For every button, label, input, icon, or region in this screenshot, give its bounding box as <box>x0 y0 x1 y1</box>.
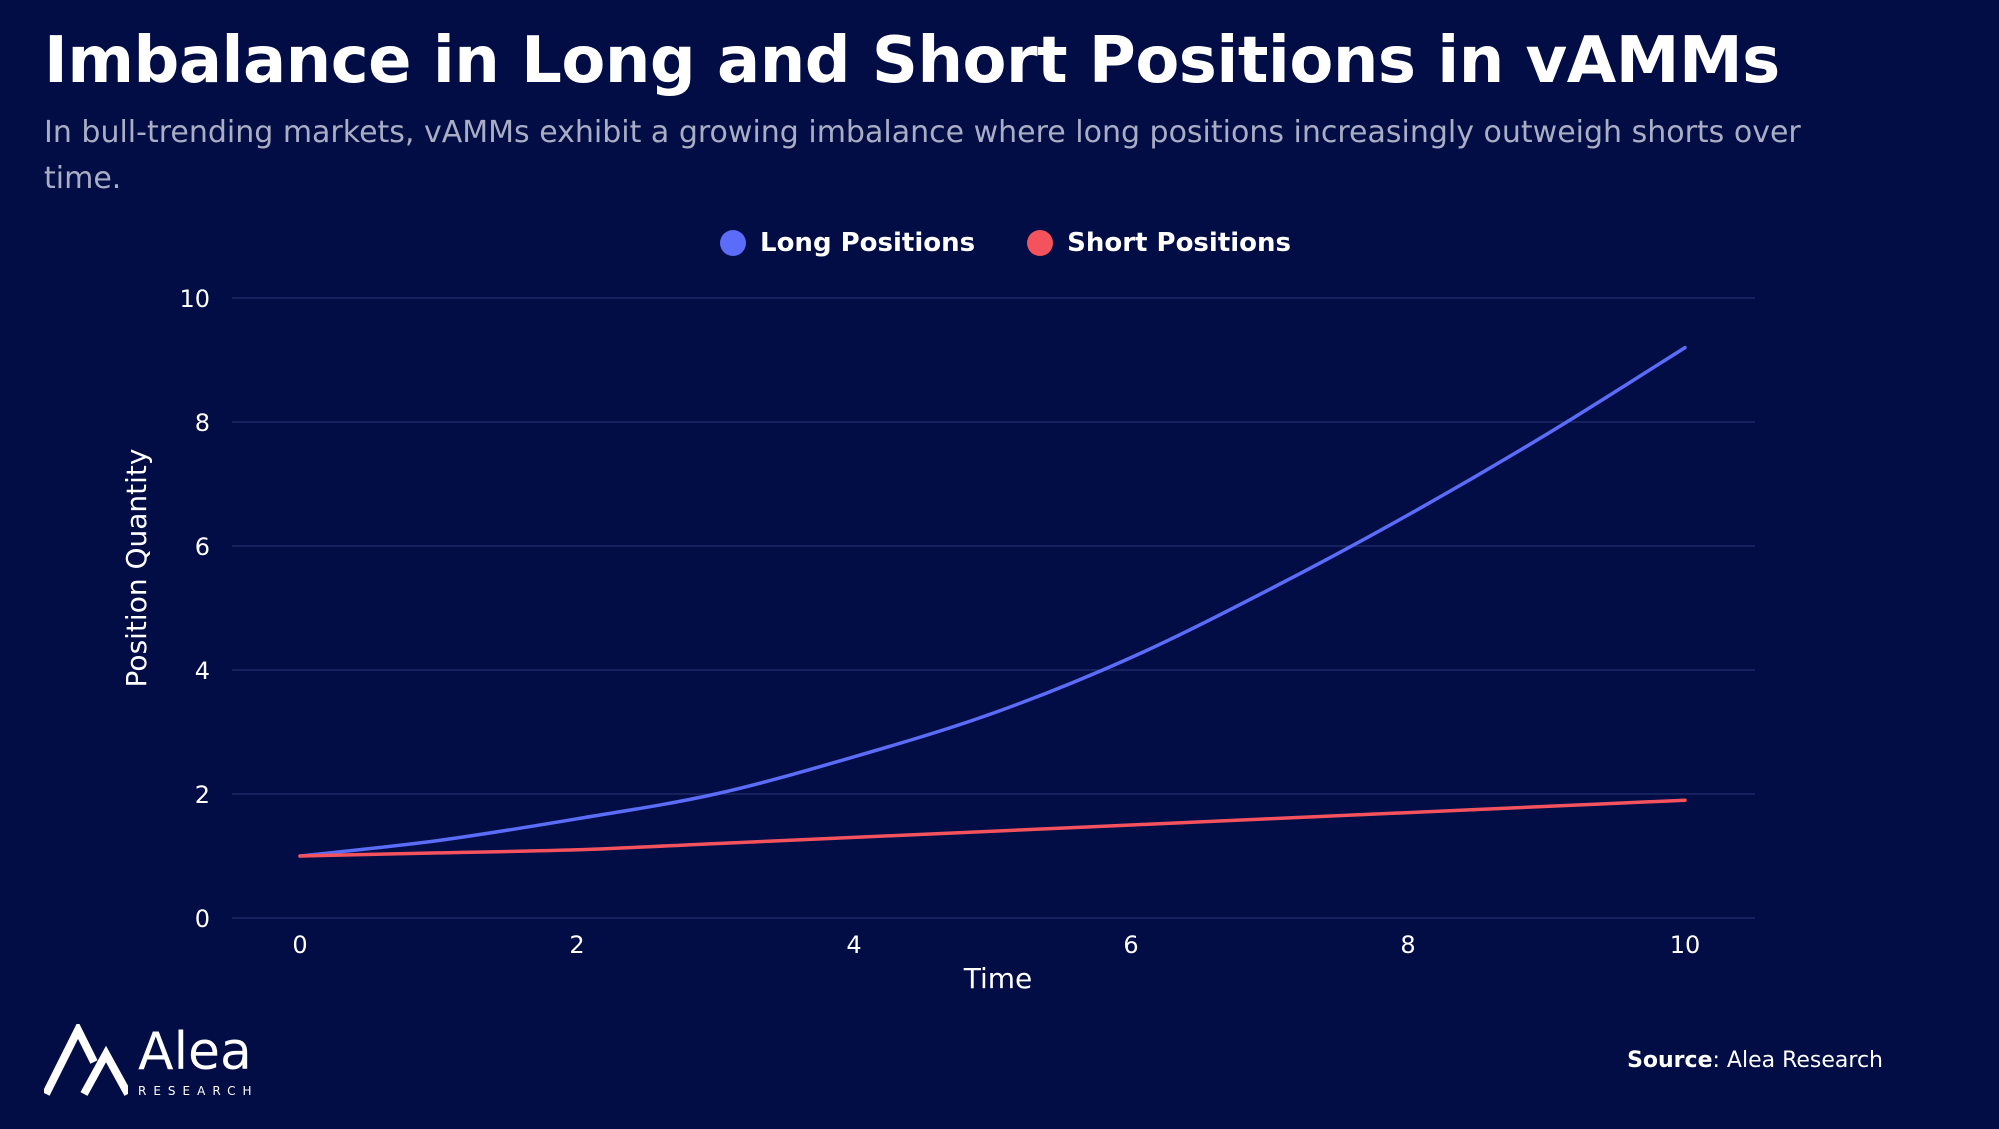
y-tick-label: 0 <box>195 905 210 933</box>
chart-legend: Long Positions Short Positions <box>720 228 1291 258</box>
alea-logo: Alea RESEARCH <box>44 1024 258 1098</box>
legend-label-short: Short Positions <box>1067 228 1292 258</box>
x-tick-label: 0 <box>292 931 307 959</box>
y-tick-label: 8 <box>195 409 210 437</box>
chart-title: Imbalance in Long and Short Positions in… <box>44 24 1780 98</box>
long-positions-line <box>298 345 1687 858</box>
chart-subtitle: In bull-trending markets, vAMMs exhibit … <box>44 115 1801 196</box>
legend-item-long[interactable]: Long Positions <box>720 228 975 258</box>
alea-logo-icon <box>44 1024 128 1096</box>
y-tick-label: 2 <box>195 781 210 809</box>
x-tick-label: 6 <box>1123 931 1138 959</box>
x-tick-label: 8 <box>1400 931 1415 959</box>
source-label: Source <box>1627 1048 1713 1073</box>
logo-subtitle: RESEARCH <box>138 1084 259 1098</box>
logo-name: Alea <box>138 1022 252 1082</box>
x-tick-label: 4 <box>846 931 861 959</box>
y-tick-label: 6 <box>195 533 210 561</box>
y-tick-label: 4 <box>195 657 210 685</box>
y-axis-label: Position Quantity <box>120 449 153 688</box>
legend-dot-short-icon <box>1027 230 1054 256</box>
x-tick-label: 10 <box>1670 931 1701 959</box>
x-tick-label: 2 <box>569 931 584 959</box>
source-value: : Alea Research <box>1712 1048 1884 1073</box>
legend-dot-long-icon <box>720 230 746 256</box>
source-note: Source: Alea Research <box>1627 1048 1883 1073</box>
short-positions-line <box>298 798 1687 858</box>
legend-item-short[interactable]: Short Positions <box>1027 228 1291 258</box>
x-axis-label: Time <box>963 962 1033 995</box>
legend-label-long: Long Positions <box>760 228 976 258</box>
y-tick-label: 10 <box>179 285 210 313</box>
